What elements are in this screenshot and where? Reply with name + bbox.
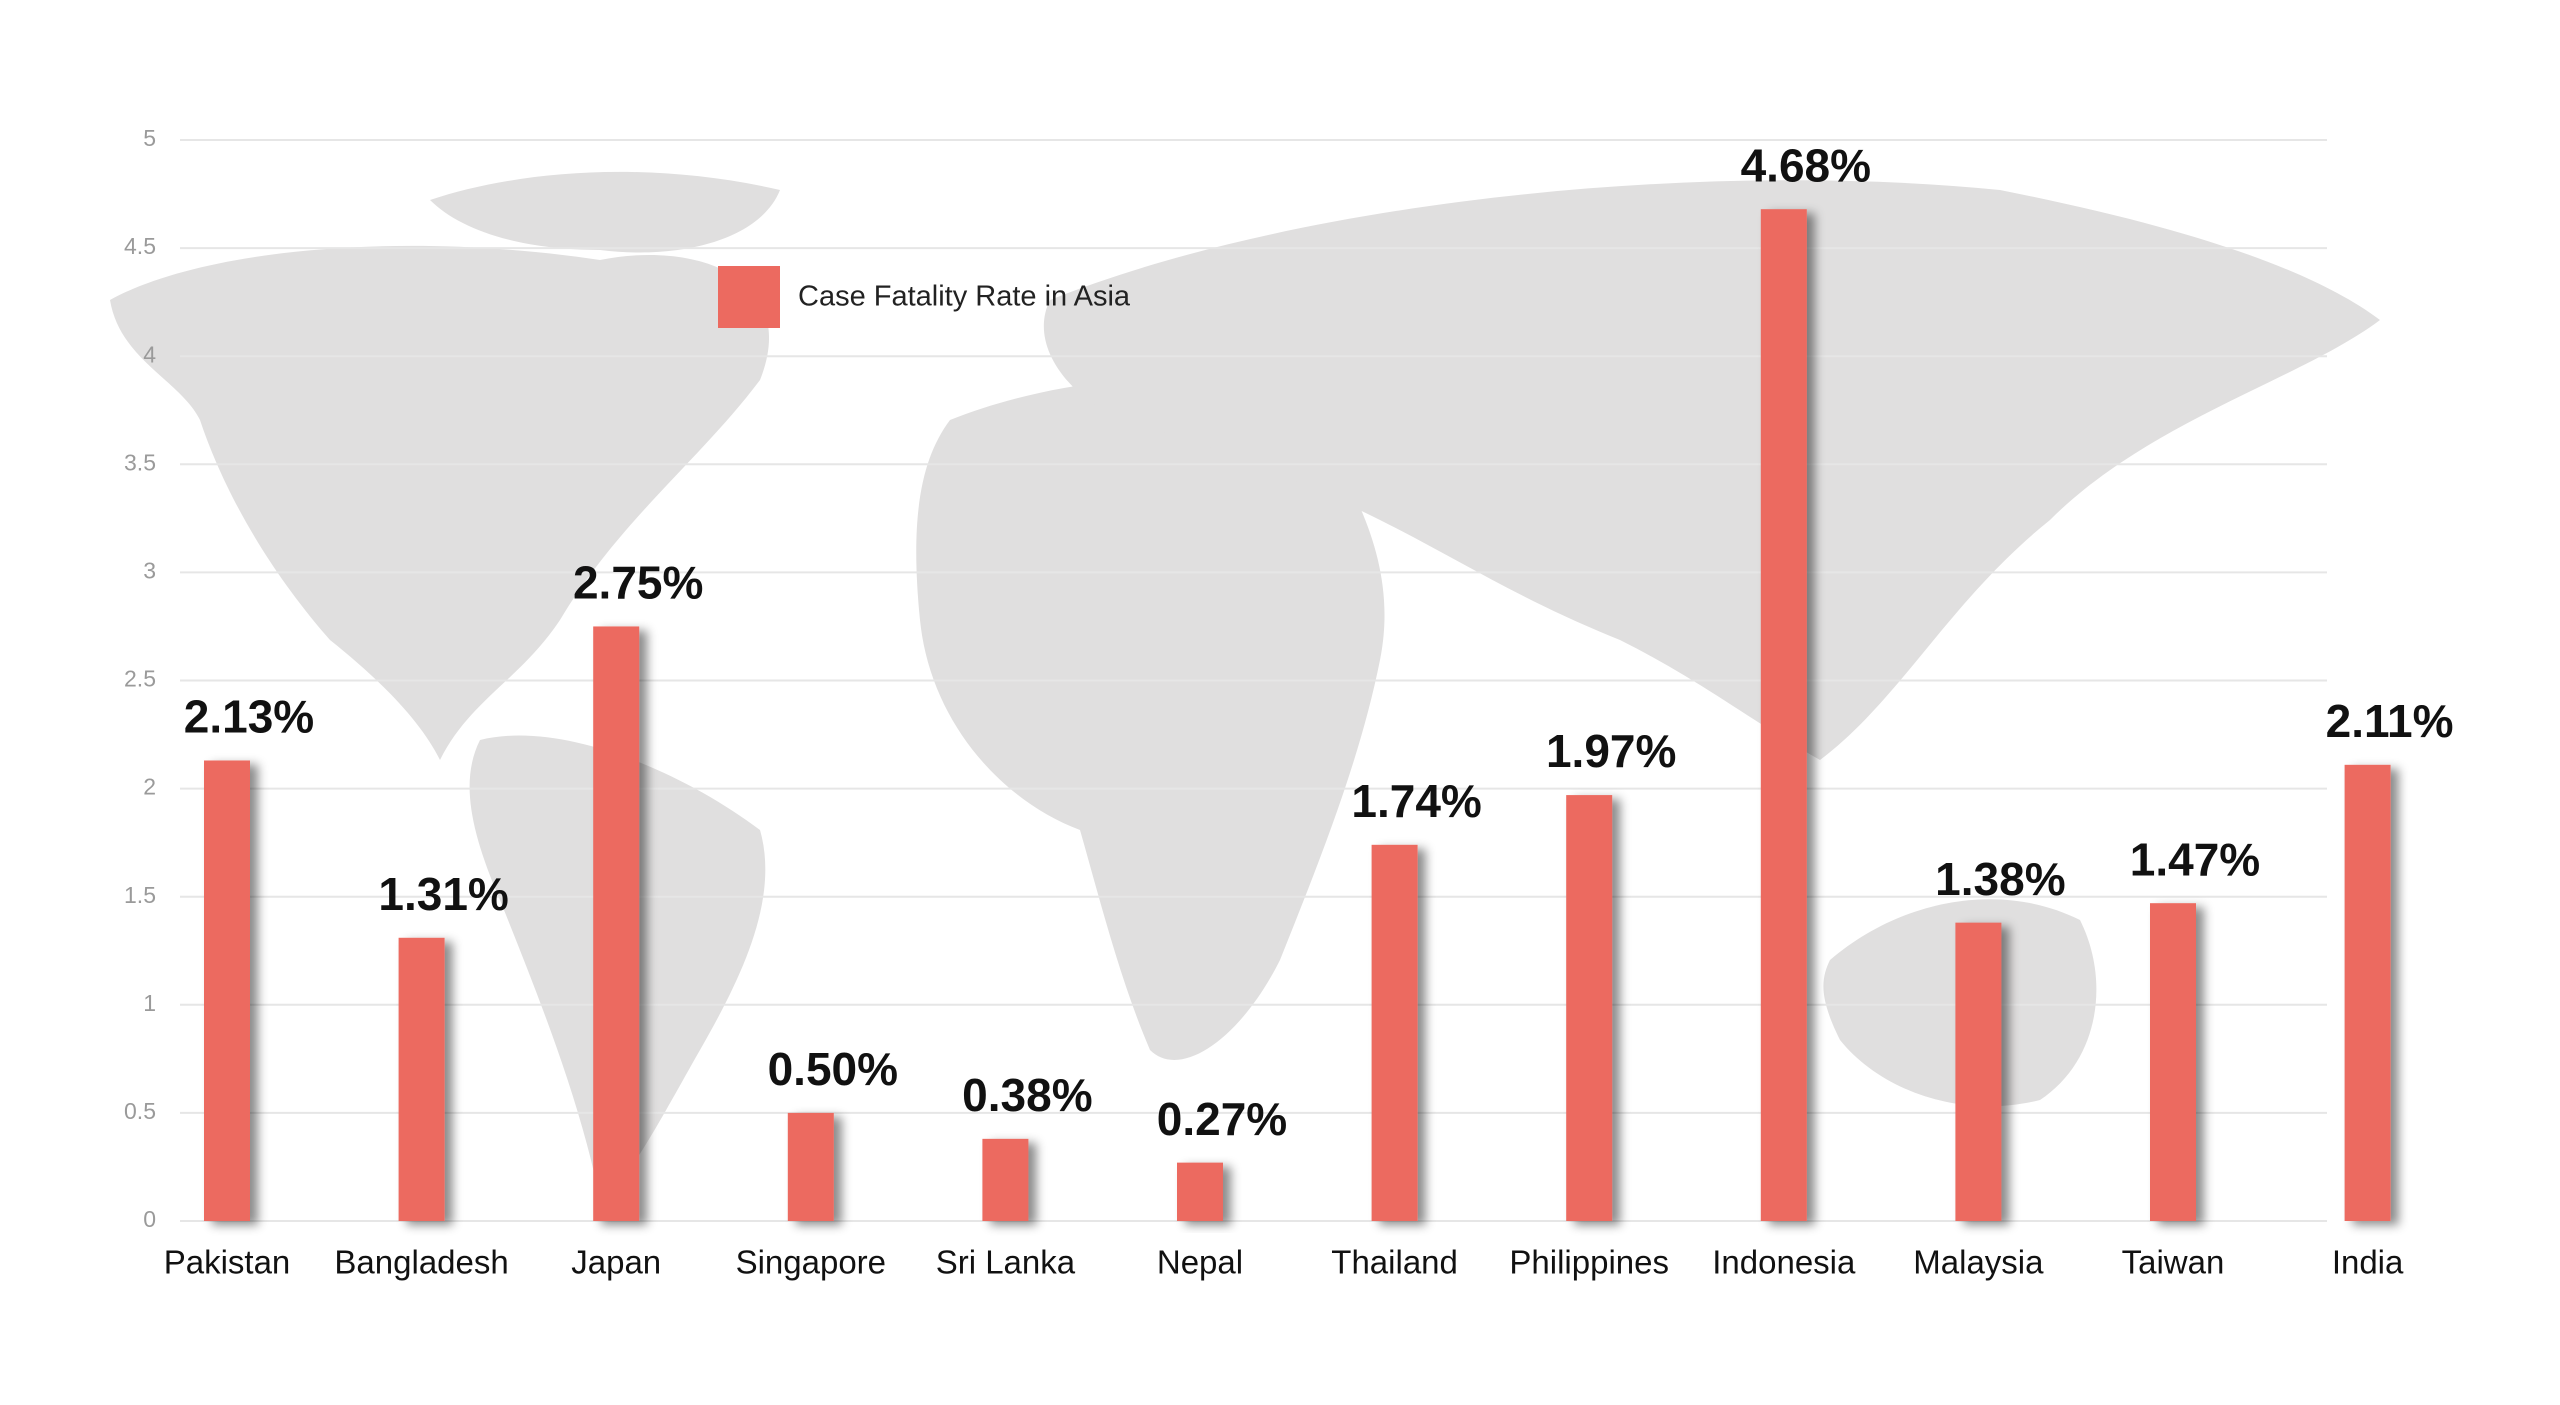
bar: [1177, 1162, 1223, 1221]
value-label: 1.97%: [1546, 725, 1676, 777]
y-tick-label: 5: [143, 125, 156, 151]
x-tick-label: Singapore: [736, 1244, 886, 1281]
value-label: 0.38%: [962, 1069, 1092, 1121]
legend-label: Case Fatality Rate in Asia: [798, 281, 1131, 313]
value-label: 0.27%: [1157, 1093, 1287, 1145]
x-tick-label: Malaysia: [1913, 1244, 2044, 1281]
x-tick-label: Taiwan: [2122, 1244, 2225, 1281]
bar: [1371, 844, 1418, 1221]
x-tick-label: Nepal: [1157, 1244, 1243, 1281]
y-tick-label: 2.5: [124, 666, 156, 692]
value-label: 1.74%: [1351, 775, 1481, 827]
bar: [1760, 209, 1807, 1221]
y-tick-label: 2: [143, 774, 156, 800]
bar: [982, 1138, 1029, 1221]
world-map: [110, 171, 2380, 1200]
value-label: 0.50%: [768, 1043, 898, 1095]
x-tick-label: Indonesia: [1712, 1244, 1856, 1281]
y-tick-label: 1.5: [124, 882, 156, 908]
y-tick-label: 0.5: [124, 1098, 156, 1124]
x-tick-label: Pakistan: [164, 1244, 291, 1281]
bar: [1566, 795, 1613, 1221]
value-label: 2.11%: [2326, 695, 2454, 747]
y-tick-label: 0: [143, 1206, 156, 1232]
x-tick-label: India: [2332, 1244, 2404, 1281]
value-label: 2.13%: [184, 691, 314, 743]
bar: [787, 1112, 834, 1221]
y-tick-label: 4.5: [124, 233, 156, 259]
x-tick-label: Bangladesh: [334, 1244, 508, 1281]
bar: [1955, 922, 2002, 1221]
value-label: 1.47%: [2130, 833, 2260, 885]
y-tick-label: 3.5: [124, 449, 156, 475]
y-tick-label: 1: [143, 990, 156, 1016]
bar: [2150, 903, 2196, 1221]
x-tick-label: Philippines: [1509, 1244, 1669, 1281]
bar: [2344, 764, 2391, 1221]
y-tick-label: 4: [143, 341, 156, 367]
y-tick-label: 3: [143, 557, 156, 583]
value-label: 2.75%: [573, 557, 703, 609]
legend-swatch: [718, 266, 780, 328]
bar: [204, 760, 250, 1221]
x-tick-label: Sri Lanka: [936, 1244, 1076, 1281]
value-label: 1.38%: [1935, 853, 2065, 905]
value-label: 4.68%: [1741, 139, 1871, 191]
value-label: 1.31%: [378, 868, 508, 920]
x-tick-label: Japan: [571, 1244, 661, 1281]
bar: [398, 937, 445, 1221]
x-tick-label: Thailand: [1331, 1244, 1458, 1281]
bar: [593, 626, 640, 1221]
